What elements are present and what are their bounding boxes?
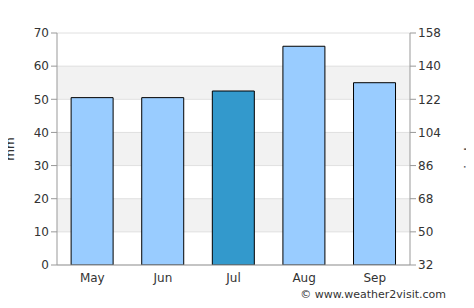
svg-text:60: 60 — [34, 59, 49, 73]
svg-text:32: 32 — [418, 258, 433, 272]
svg-text:30: 30 — [34, 159, 49, 173]
svg-text:10: 10 — [34, 225, 49, 239]
svg-text:0: 0 — [41, 258, 49, 272]
svg-text:mm: mm — [8, 137, 17, 160]
svg-text:Sep: Sep — [363, 271, 386, 285]
svg-text:158: 158 — [418, 26, 441, 40]
svg-text:86: 86 — [418, 159, 433, 173]
svg-text:Jun: Jun — [153, 271, 173, 285]
svg-text:20: 20 — [34, 192, 49, 206]
svg-text:50: 50 — [34, 93, 49, 107]
svg-text:inches: inches — [463, 130, 466, 169]
svg-text:70: 70 — [34, 26, 49, 40]
svg-text:104: 104 — [418, 126, 441, 140]
svg-text:68: 68 — [418, 192, 433, 206]
svg-text:Aug: Aug — [292, 271, 315, 285]
svg-text:50: 50 — [418, 225, 433, 239]
svg-text:140: 140 — [418, 59, 441, 73]
html-text:© www.weather2visit.com: © www.weather2visit.com — [300, 288, 446, 301]
svg-text:122: 122 — [418, 93, 441, 107]
svg-text:May: May — [80, 271, 105, 285]
svg-text:Jul: Jul — [225, 271, 240, 285]
svg-text:40: 40 — [34, 126, 49, 140]
